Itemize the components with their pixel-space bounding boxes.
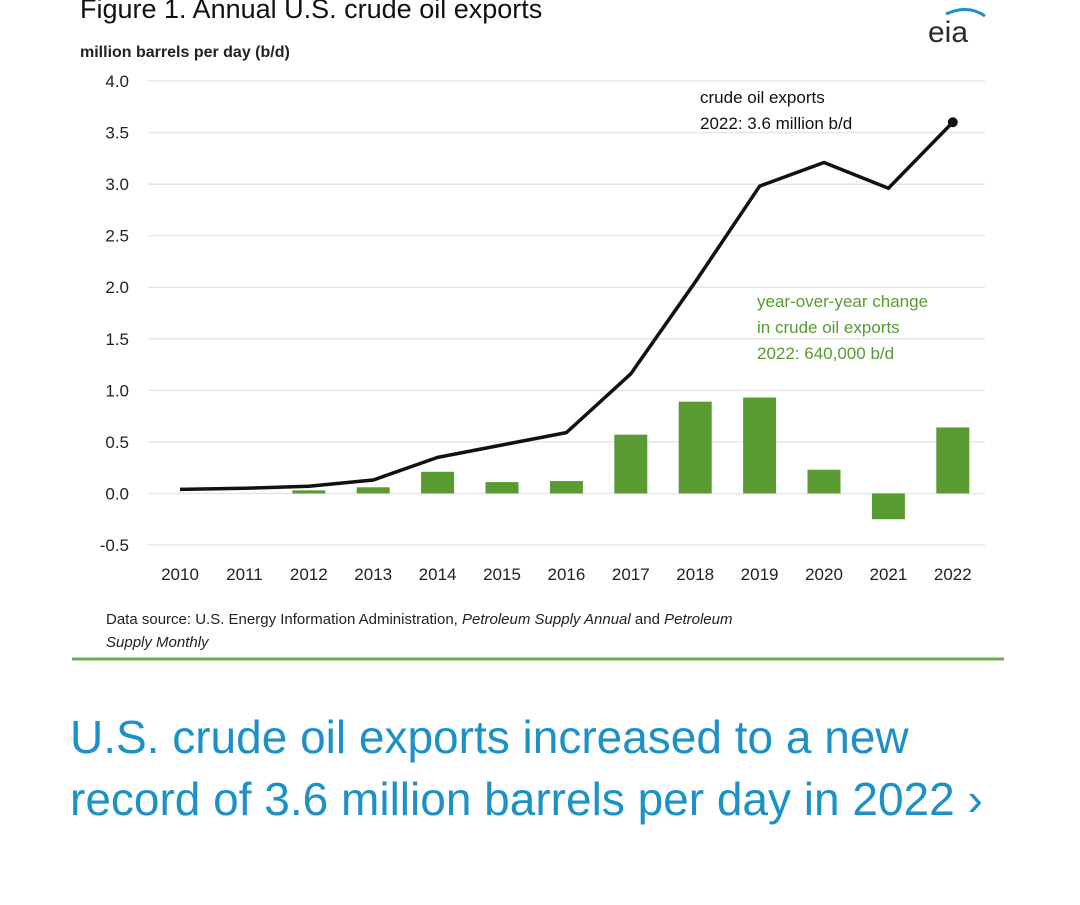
x-tick-label: 2012 [290, 565, 328, 584]
bar-series [292, 397, 970, 520]
line-annotation-label: crude oil exports [700, 88, 825, 107]
y-axis-ticks: 4.0 3.5 3.0 2.5 2.0 1.5 1.0 0.5 0.0 -0.5 [100, 72, 129, 555]
x-tick-label: 2019 [741, 565, 779, 584]
bar-annotation: year-over-year change in crude oil expor… [757, 292, 928, 363]
bar-annotation-label-1: year-over-year change [757, 292, 928, 311]
x-tick-label: 2020 [805, 565, 843, 584]
eia-logo-icon: eia [928, 8, 986, 49]
data-source-title-2: Petroleum [664, 611, 732, 628]
gridlines [148, 80, 985, 546]
bar-2018 [678, 401, 712, 494]
data-source-and: and [631, 611, 664, 628]
y-tick-label: 0.5 [105, 433, 129, 452]
bar-2022 [936, 427, 970, 494]
x-tick-label: 2022 [934, 565, 972, 584]
bar-2016 [549, 481, 583, 494]
x-tick-label: 2021 [869, 565, 907, 584]
line-annotation-value: 2022: 3.6 million b/d [700, 114, 852, 133]
y-tick-label: 4.0 [105, 72, 129, 91]
y-tick-label: 0.0 [105, 484, 129, 503]
bar-2017 [614, 434, 648, 494]
data-source-title-1: Petroleum Supply Annual [462, 611, 631, 628]
bar-annotation-value: 2022: 640,000 b/d [757, 344, 894, 363]
y-tick-label: 2.0 [105, 278, 129, 297]
x-tick-label: 2013 [354, 565, 392, 584]
eia-logo-arc [945, 8, 986, 18]
exports-line [179, 121, 955, 492]
x-tick-label: 2015 [483, 565, 521, 584]
y-tick-label: 3.5 [105, 124, 129, 143]
data-source-line-1: Data source: U.S. Energy Information Adm… [106, 611, 732, 628]
bar-2019 [743, 397, 777, 494]
figure-title: Figure 1. Annual U.S. crude oil exports [80, 0, 542, 24]
article-headline-link[interactable]: U.S. crude oil exports increased to a ne… [70, 711, 983, 825]
x-tick-label: 2011 [226, 565, 263, 584]
x-tick-label: 2016 [547, 565, 585, 584]
data-source-line-2: Supply Monthly [106, 634, 210, 651]
x-tick-label: 2017 [612, 565, 650, 584]
bar-2021 [871, 493, 905, 520]
bar-2015 [485, 482, 519, 494]
y-axis-units-label: million barrels per day (b/d) [80, 44, 290, 61]
x-tick-label: 2010 [161, 565, 199, 584]
bar-2014 [421, 471, 455, 494]
x-tick-label: 2018 [676, 565, 714, 584]
x-axis-ticks: 2010 2011 2012 2013 2014 2015 2016 2017 2018 2019… [161, 565, 972, 584]
line-endpoint-2022 [947, 117, 958, 128]
y-tick-label: -0.5 [100, 536, 129, 555]
y-tick-label: 1.0 [105, 381, 129, 400]
bar-annotation-label-2: in crude oil exports [757, 318, 900, 337]
y-tick-label: 2.5 [105, 227, 129, 246]
bar-2020 [807, 469, 841, 494]
chart: Figure 1. Annual U.S. crude oil exports … [72, 0, 1004, 661]
eia-logo-text: eia [928, 16, 968, 49]
data-source-prefix: Data source: U.S. Energy Information Adm… [106, 611, 462, 628]
line-series [179, 117, 958, 492]
y-tick-label: 1.5 [105, 330, 129, 349]
line-annotation: crude oil exports 2022: 3.6 million b/d [700, 88, 852, 133]
bar-2012 [292, 490, 326, 494]
bar-2013 [356, 487, 390, 494]
y-tick-label: 3.0 [105, 175, 129, 194]
x-tick-label: 2014 [419, 565, 457, 584]
